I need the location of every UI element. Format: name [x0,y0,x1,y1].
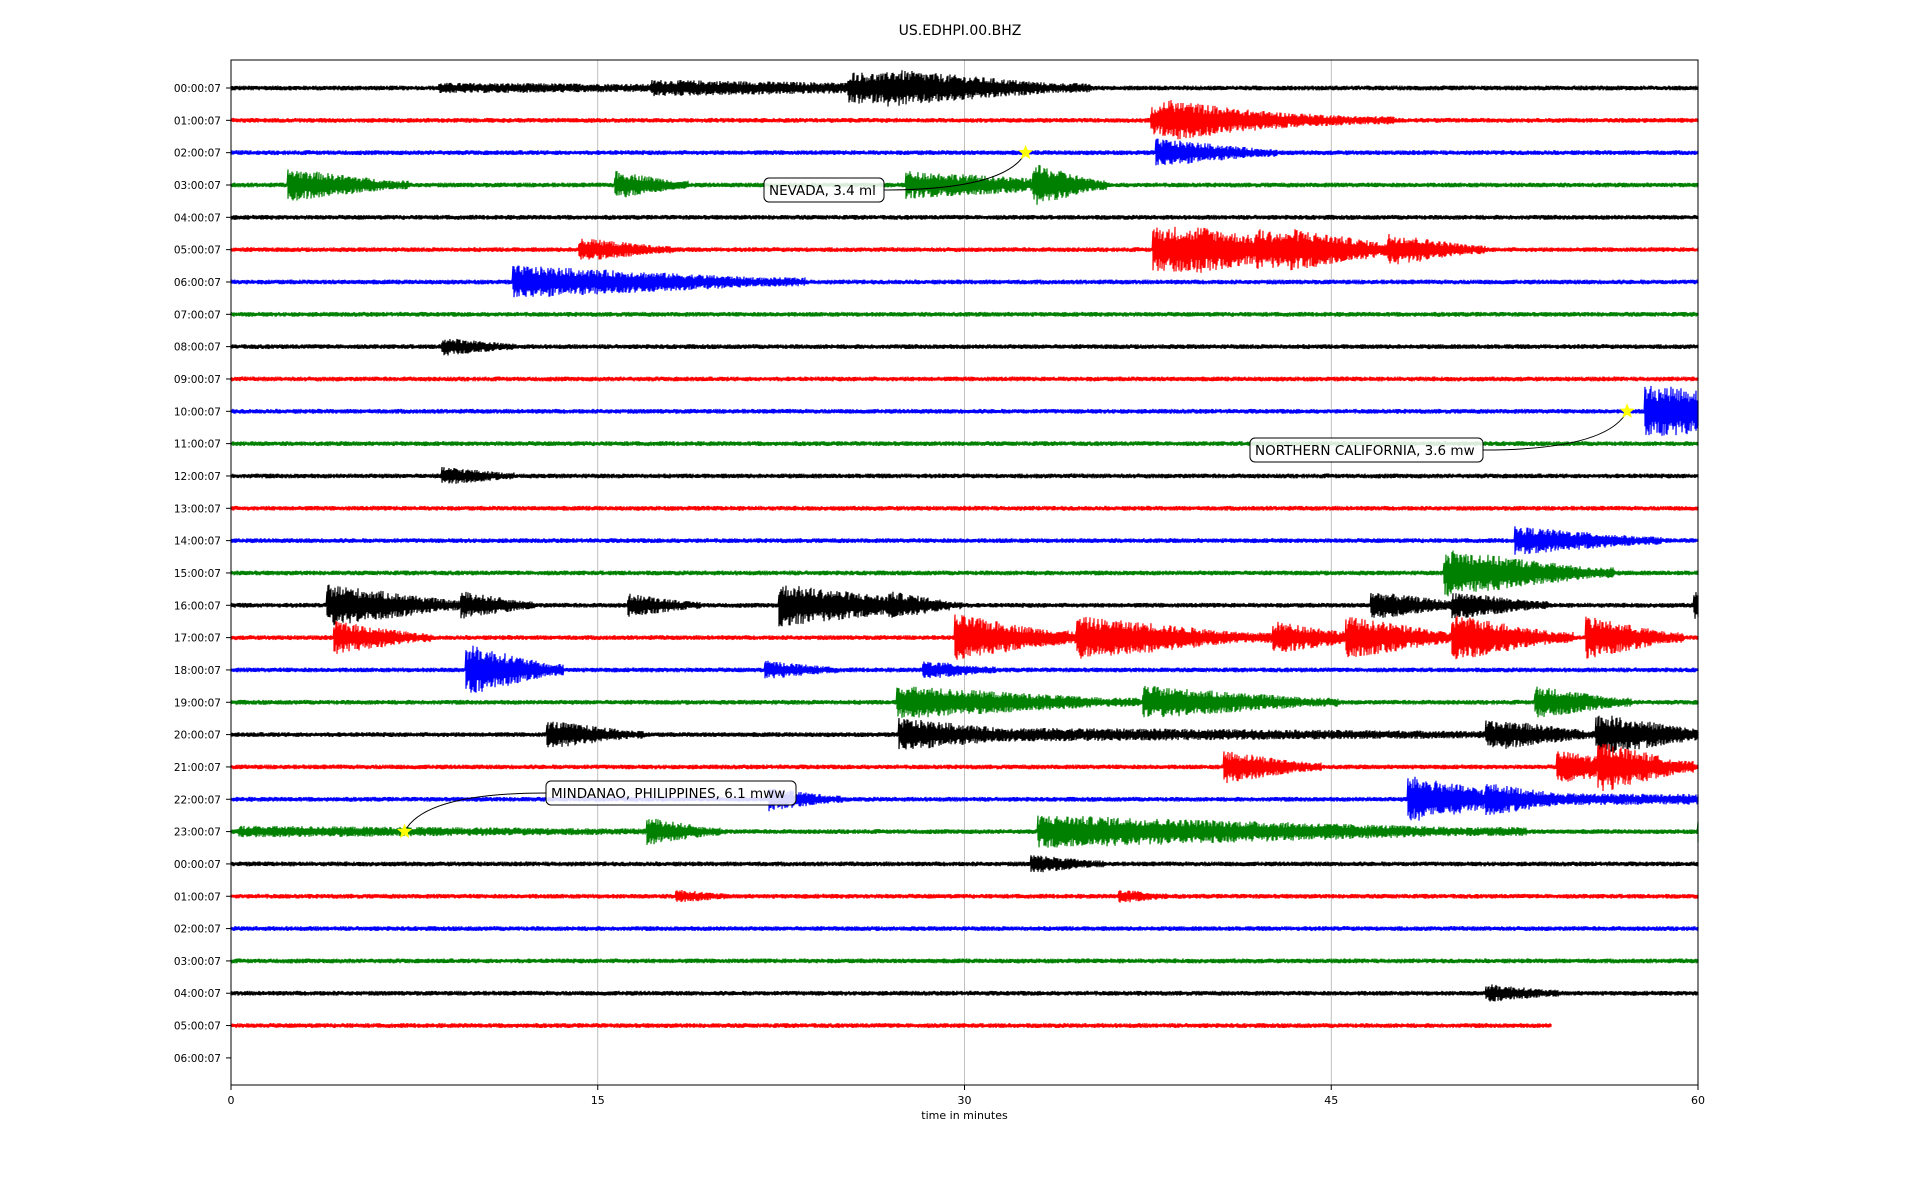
seismic-trace [230,466,1699,484]
row-time-label: 03:00:07 [174,180,221,192]
seismic-trace [230,926,1699,932]
seismic-traces [230,70,1699,1029]
seismic-trace [230,889,1699,903]
event-label-box [545,780,797,806]
row-time-label: 17:00:07 [174,633,221,645]
seismic-trace [230,311,1699,317]
event-connector [883,152,1027,191]
event-star-marker [1018,144,1034,160]
seismic-trace [230,138,1699,166]
event-label: NORTHERN CALIFORNIA, 3.6 mw [1255,443,1475,459]
row-time-label: 12:00:07 [174,471,221,483]
row-time-label: 02:00:07 [174,924,221,936]
seismic-trace [230,645,1699,693]
row-time-labels: 00:00:07 01:00:07 02:00:07 03:00:07 04:00:07… [174,83,231,1065]
row-time-label: 14:00:07 [174,536,221,548]
row-time-label: 15:00:07 [174,568,221,580]
x-tick-label: 60 [1691,1094,1705,1107]
x-tick-label: 45 [1324,1094,1338,1107]
event-connector [404,792,547,832]
event-label-box [763,177,885,203]
seismic-trace [230,265,1699,298]
row-time-label: 05:00:07 [174,245,221,257]
event-label: NEVADA, 3.4 ml [769,183,876,199]
row-time-label: 13:00:07 [174,503,221,515]
x-axis-label: time in minutes [921,1109,1008,1122]
row-time-label: 19:00:07 [174,697,221,709]
seismic-trace [230,226,1699,273]
row-time-label: 03:00:07 [174,956,221,968]
x-tick-label: 15 [591,1094,605,1107]
seismic-trace [230,100,1699,140]
x-tick-label: 0 [228,1094,235,1107]
row-time-label: 00:00:07 [174,83,221,95]
row-time-label: 04:00:07 [174,988,221,1000]
row-time-label: 11:00:07 [174,439,221,451]
seismic-trace [230,776,1699,821]
seismic-trace [230,164,1699,205]
row-time-label: 22:00:07 [174,794,221,806]
seismic-trace [230,855,1699,873]
row-time-label: 01:00:07 [174,115,221,127]
seismic-trace [230,685,1699,718]
seismic-trace [230,614,1699,660]
seismic-trace [230,715,1699,754]
chart-title: US.EDHPI.00.BHZ [899,23,1022,39]
row-time-label: 00:00:07 [174,859,221,871]
row-time-label: 01:00:07 [174,891,221,903]
row-time-label: 04:00:07 [174,212,221,224]
row-time-label: 23:00:07 [174,827,221,839]
seismic-trace [230,584,1699,627]
seismic-trace [230,1023,1552,1029]
row-time-label: 06:00:07 [174,1053,221,1065]
event-star-marker [1619,403,1635,418]
row-time-label: 07:00:07 [174,309,221,321]
row-time-label: 08:00:07 [174,342,221,354]
event-label: MINDANAO, PHILIPPINES, 6.1 mww [551,786,785,802]
event-annotations: NEVADA, 3.4 ml NORTHERN CALIFORNIA, 3.6 m… [397,144,1635,839]
seismic-trace [230,550,1699,597]
seismic-trace [230,385,1699,436]
row-time-label: 10:00:07 [174,406,221,418]
seismic-trace [230,505,1699,511]
event-label-box [1249,437,1484,463]
event-connector [1482,411,1628,451]
x-tick-label: 30 [958,1094,972,1107]
row-time-label: 20:00:07 [174,730,221,742]
seismic-trace [230,743,1699,792]
row-time-label: 16:00:07 [174,600,221,612]
row-time-label: 05:00:07 [174,1021,221,1033]
seismic-trace [230,526,1699,555]
event-star-marker [397,823,413,839]
seismic-trace [230,70,1699,107]
seismic-trace [230,376,1699,382]
row-time-label: 21:00:07 [174,762,221,774]
row-time-label: 02:00:07 [174,148,221,160]
seismic-trace [230,984,1699,1002]
seismic-trace [230,214,1699,220]
x-axis-ticks: 0 15 30 45 60 [228,1085,1705,1107]
seismic-trace [230,338,1699,356]
row-time-label: 09:00:07 [174,374,221,386]
row-time-label: 06:00:07 [174,277,221,289]
seismic-trace [230,958,1699,964]
seismic-trace [230,815,1699,848]
row-time-label: 18:00:07 [174,665,221,677]
